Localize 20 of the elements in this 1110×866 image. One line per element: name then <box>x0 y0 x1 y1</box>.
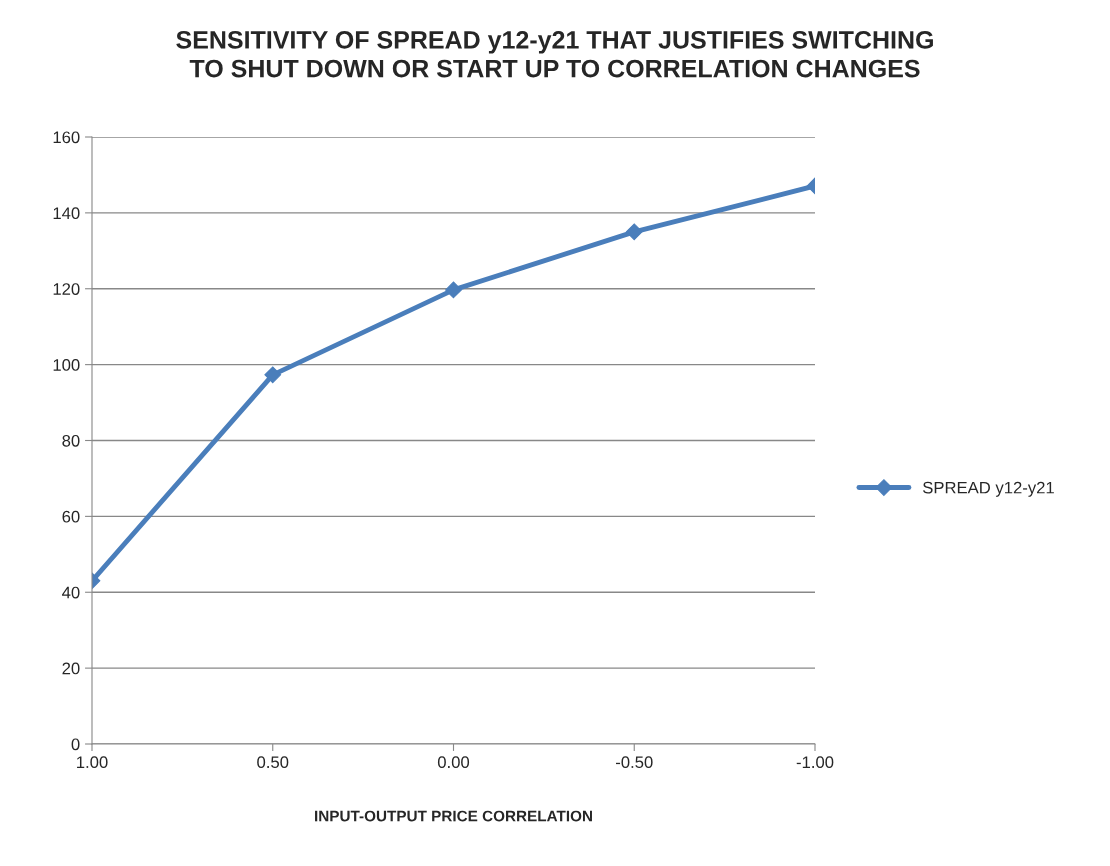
y-tick-label: 160 <box>53 131 80 144</box>
y-tick-label: 80 <box>62 434 80 447</box>
y-tick-label: 20 <box>62 662 80 675</box>
legend-label: SPREAD y12-y21 <box>923 481 1054 497</box>
y-tick-label: 0 <box>71 738 80 751</box>
y-tick-label: 120 <box>53 283 80 295</box>
y-tick-label: 140 <box>53 207 80 220</box>
x-tick-label: 1.00 <box>77 756 108 769</box>
point <box>625 223 643 241</box>
y-tick-label: 100 <box>53 359 80 371</box>
x-axis-title: INPUT-OUTPUT PRICE CORRELATION <box>315 810 592 822</box>
x-tick-label: 0.50 <box>257 756 289 769</box>
y-tick-label: 60 <box>62 510 80 523</box>
chart-title: SENSITIVITY OF SPREAD y12-y21 THAT JUSTIFIES SWITCHING TO SHUT DOWN OR START UP TO CORRELATION CHANGES <box>176 30 933 78</box>
point <box>264 366 282 384</box>
x-tick-label: 0.00 <box>437 756 470 769</box>
x-tick-label: -0.50 <box>616 756 653 769</box>
y-tick-label: 40 <box>62 586 80 599</box>
point <box>445 281 462 299</box>
x-tick-label: -1.00 <box>796 756 834 769</box>
